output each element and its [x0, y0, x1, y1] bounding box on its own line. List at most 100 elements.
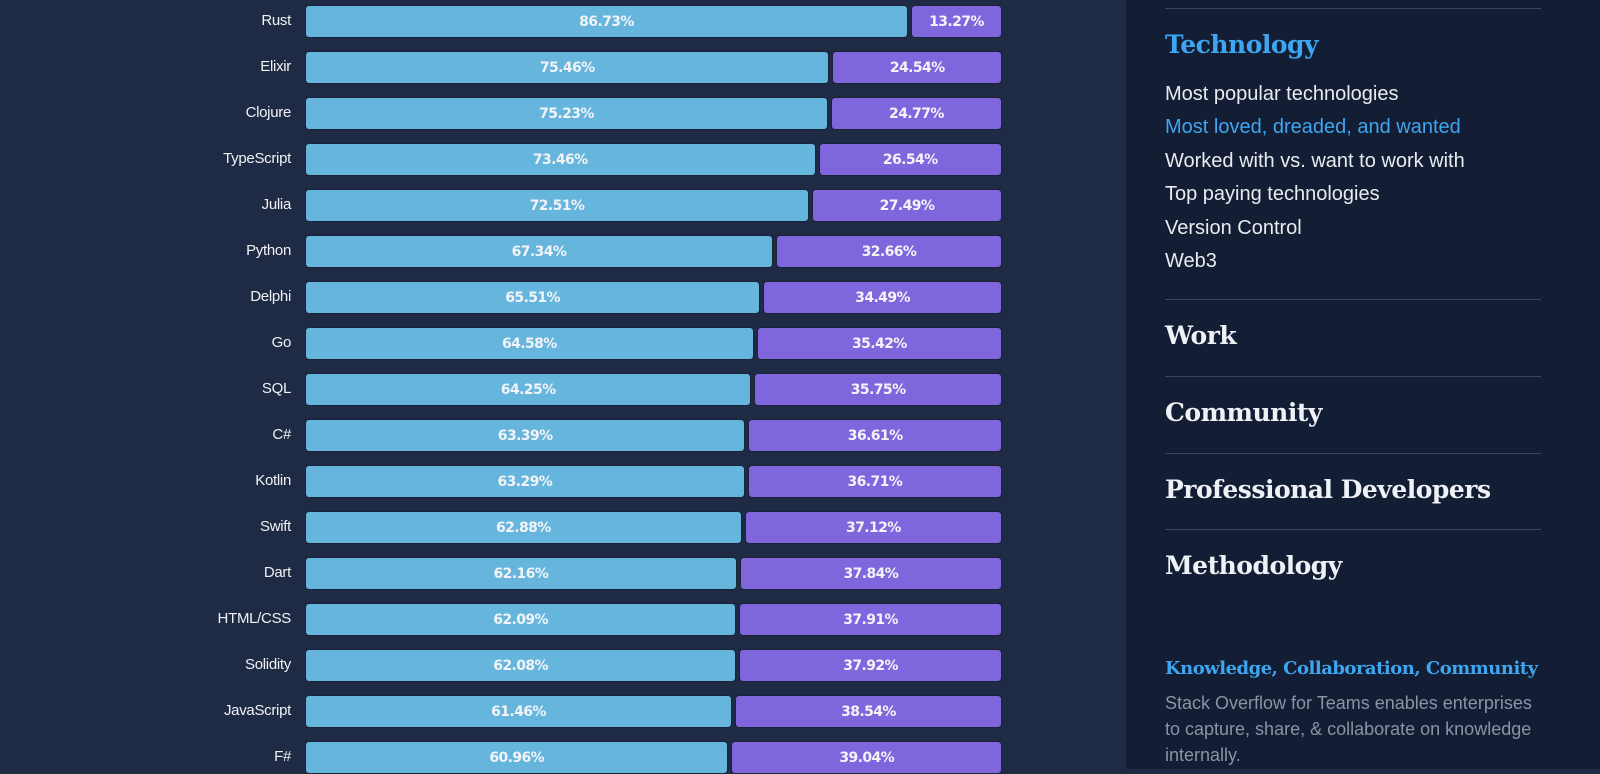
bar-dreaded: 27.49%: [811, 189, 1002, 222]
bar-dreaded: 39.04%: [731, 741, 1002, 774]
data-label: 35.42%: [851, 335, 907, 352]
data-label: 63.39%: [497, 427, 553, 444]
data-label: 75.46%: [539, 59, 595, 76]
bar-loved: 64.58%: [305, 327, 754, 360]
bar-dreaded: 37.12%: [744, 511, 1002, 544]
data-label: 32.66%: [861, 243, 917, 260]
data-label: 63.29%: [497, 473, 553, 490]
data-label: 39.04%: [839, 749, 895, 766]
category-label: Dart: [263, 564, 291, 581]
bar-loved: 63.39%: [305, 419, 746, 452]
data-label: 37.92%: [843, 657, 898, 674]
data-label: 61.46%: [491, 703, 546, 720]
bar-dreaded: 32.66%: [775, 235, 1002, 268]
data-label: 62.08%: [493, 657, 548, 674]
bar-loved: 67.34%: [305, 235, 773, 268]
section-work[interactable]: Work: [1165, 321, 1237, 350]
data-label: 67.34%: [511, 243, 567, 260]
bar-dreaded: 37.84%: [739, 557, 1002, 590]
bar-dreaded: 35.42%: [756, 327, 1002, 360]
bar-dreaded: 37.92%: [739, 649, 1002, 682]
data-label: 13.27%: [929, 13, 984, 30]
bar-loved: 62.88%: [305, 511, 742, 544]
bar-dreaded: 38.54%: [734, 695, 1002, 728]
data-label: 35.75%: [850, 381, 906, 398]
bar-dreaded: 36.61%: [748, 419, 1002, 452]
data-label: 37.84%: [843, 565, 899, 582]
bar-loved: 73.46%: [305, 143, 816, 176]
bar-dreaded: 37.91%: [739, 603, 1002, 636]
category-label: HTML/CSS: [217, 610, 292, 627]
data-label: 36.61%: [847, 427, 903, 444]
promo-title[interactable]: Knowledge, Collaboration, Community: [1165, 658, 1538, 679]
category-label: Kotlin: [255, 472, 291, 489]
bar-loved: 65.51%: [305, 281, 761, 314]
data-label: 73.46%: [532, 151, 588, 168]
divider: [1165, 299, 1541, 300]
data-label: 62.09%: [493, 611, 548, 628]
bar-dreaded: 24.54%: [832, 51, 1002, 84]
data-label: 37.91%: [843, 611, 898, 628]
sidebar-item[interactable]: Worked with vs. want to work with: [1165, 149, 1465, 172]
category-label: Swift: [259, 518, 291, 535]
bar-dreaded: 24.77%: [830, 97, 1002, 130]
category-label: C#: [272, 426, 291, 443]
sidebar-item[interactable]: Most loved, dreaded, and wanted: [1165, 116, 1461, 139]
sidebar-nav: Technology Most popular technologies Most…: [1126, 0, 1600, 769]
category-label: Rust: [261, 12, 291, 29]
sidebar-item[interactable]: Top paying technologies: [1165, 183, 1380, 206]
bar-dreaded: 36.71%: [747, 465, 1002, 498]
data-label: 24.77%: [889, 105, 944, 122]
category-label: JavaScript: [223, 702, 291, 719]
data-label: 72.51%: [529, 197, 585, 214]
divider: [1165, 8, 1541, 9]
category-label: TypeScript: [223, 150, 291, 167]
sidebar-item[interactable]: Web3: [1165, 250, 1217, 272]
sidebar-item[interactable]: Most popular technologies: [1165, 83, 1399, 105]
bar-loved: 60.96%: [305, 741, 729, 774]
data-label: 34.49%: [855, 289, 910, 306]
bar-loved: 86.73%: [305, 5, 908, 38]
bar-loved: 72.51%: [305, 189, 809, 222]
promo-body: Stack Overflow for Teams enables enterpr…: [1165, 693, 1532, 765]
bar-dreaded: 34.49%: [763, 281, 1002, 314]
bar-loved: 62.08%: [305, 649, 737, 682]
category-label: Elixir: [260, 58, 291, 75]
data-label: 38.54%: [841, 703, 896, 720]
divider: [1165, 453, 1541, 454]
bar-dreaded: 35.75%: [754, 373, 1002, 406]
bar-loved: 75.46%: [305, 51, 830, 84]
data-label: 27.49%: [879, 197, 935, 214]
category-label: Clojure: [245, 104, 292, 121]
data-label: 26.54%: [882, 151, 938, 168]
section-technology[interactable]: Technology: [1165, 30, 1319, 59]
data-label: 60.96%: [489, 749, 545, 766]
category-label: Python: [246, 242, 291, 259]
divider: [1165, 529, 1541, 530]
sidebar-item[interactable]: Version Control: [1165, 216, 1302, 239]
section-professional-developers[interactable]: Professional Developers: [1165, 475, 1491, 504]
bar-loved: 62.09%: [305, 603, 737, 636]
section-methodology[interactable]: Methodology: [1165, 551, 1342, 580]
section-community[interactable]: Community: [1165, 398, 1322, 427]
bar-dreaded: 26.54%: [818, 143, 1002, 176]
data-label: 24.54%: [889, 59, 945, 76]
data-label: 64.25%: [500, 381, 556, 398]
data-label: 62.88%: [496, 519, 551, 536]
bar-loved: 64.25%: [305, 373, 752, 406]
category-label: Julia: [261, 196, 292, 213]
data-label: 75.23%: [539, 105, 594, 122]
data-label: 62.16%: [493, 565, 549, 582]
category-label: Delphi: [250, 288, 291, 305]
category-label: SQL: [261, 380, 291, 397]
divider: [1165, 376, 1541, 377]
data-label: 86.73%: [579, 13, 634, 30]
data-label: 36.71%: [847, 473, 903, 490]
bar-dreaded: 13.27%: [911, 5, 1002, 38]
data-label: 37.12%: [846, 519, 901, 536]
bar-loved: 61.46%: [305, 695, 732, 728]
data-label: 65.51%: [505, 289, 560, 306]
loved-dreaded-chart: Rust 86.73% 13.27% Elixir 75.46% 24.54% Clojur…: [217, 5, 1002, 774]
data-label: 64.58%: [501, 335, 557, 352]
category-label: Go: [271, 334, 292, 351]
